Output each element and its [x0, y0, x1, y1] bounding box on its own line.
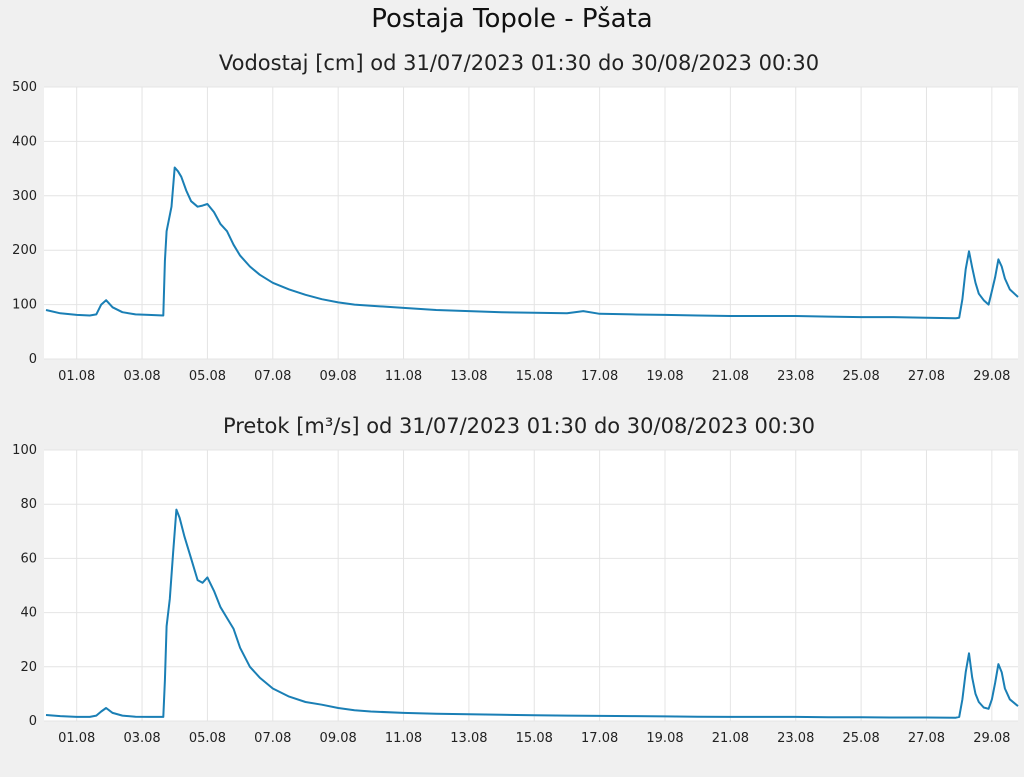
- x-tick-label: 17.08: [581, 731, 618, 746]
- x-tick-label: 19.08: [646, 369, 683, 384]
- y-tick-label: 60: [20, 551, 37, 566]
- chart-vodostaj: Vodostaj [cm] od 31/07/2023 01:30 do 30/…: [12, 51, 1019, 384]
- y-tick-label: 400: [12, 134, 37, 149]
- x-tick-label: 09.08: [320, 731, 357, 746]
- x-tick-label: 07.08: [254, 369, 291, 384]
- y-tick-label: 0: [29, 352, 37, 367]
- x-tick-label: 05.08: [189, 731, 226, 746]
- series-line-vodostaj: [45, 166, 1019, 320]
- y-tick-label: 20: [20, 660, 37, 675]
- x-tick-label: 29.08: [973, 369, 1010, 384]
- x-tick-label: 05.08: [189, 369, 226, 384]
- plot-area-pretok: [44, 450, 1018, 721]
- x-tick-label: 25.08: [843, 369, 880, 384]
- x-tick-label: 03.08: [123, 369, 160, 384]
- x-tick-label: 17.08: [581, 369, 618, 384]
- y-tick-label: 80: [20, 497, 37, 512]
- x-tick-label: 13.08: [450, 369, 487, 384]
- y-tick-label: 100: [12, 443, 37, 458]
- page-title: Postaja Topole - Pšata: [371, 4, 653, 34]
- x-tick-label: 23.08: [777, 369, 814, 384]
- x-tick-label: 23.08: [777, 731, 814, 746]
- x-tick-label: 15.08: [516, 369, 553, 384]
- x-tick-label: 01.08: [58, 731, 95, 746]
- x-tick-label: 29.08: [973, 731, 1010, 746]
- x-tick-label: 09.08: [320, 369, 357, 384]
- x-tick-label: 13.08: [450, 731, 487, 746]
- chart-title-pretok: Pretok [m³/s] od 31/07/2023 01:30 do 30/…: [223, 414, 815, 438]
- x-tick-label: 27.08: [908, 731, 945, 746]
- x-tick-label: 11.08: [385, 369, 422, 384]
- x-tick-label: 25.08: [843, 731, 880, 746]
- x-tick-label: 03.08: [123, 731, 160, 746]
- y-tick-label: 40: [20, 606, 37, 621]
- y-tick-label: 0: [29, 714, 37, 729]
- x-tick-label: 11.08: [385, 731, 422, 746]
- chart-title-vodostaj: Vodostaj [cm] od 31/07/2023 01:30 do 30/…: [219, 51, 819, 75]
- x-tick-label: 01.08: [58, 369, 95, 384]
- x-tick-label: 19.08: [646, 731, 683, 746]
- series-line-pretok: [45, 508, 1019, 719]
- x-tick-label: 21.08: [712, 369, 749, 384]
- x-tick-label: 21.08: [712, 731, 749, 746]
- y-tick-label: 200: [12, 243, 37, 258]
- plot-area-vodostaj: [44, 87, 1018, 359]
- y-tick-label: 500: [12, 80, 37, 95]
- chart-pretok: Pretok [m³/s] od 31/07/2023 01:30 do 30/…: [12, 414, 1019, 746]
- y-tick-label: 300: [12, 189, 37, 204]
- x-tick-label: 07.08: [254, 731, 291, 746]
- y-tick-label: 100: [12, 298, 37, 313]
- x-tick-label: 15.08: [516, 731, 553, 746]
- x-tick-label: 27.08: [908, 369, 945, 384]
